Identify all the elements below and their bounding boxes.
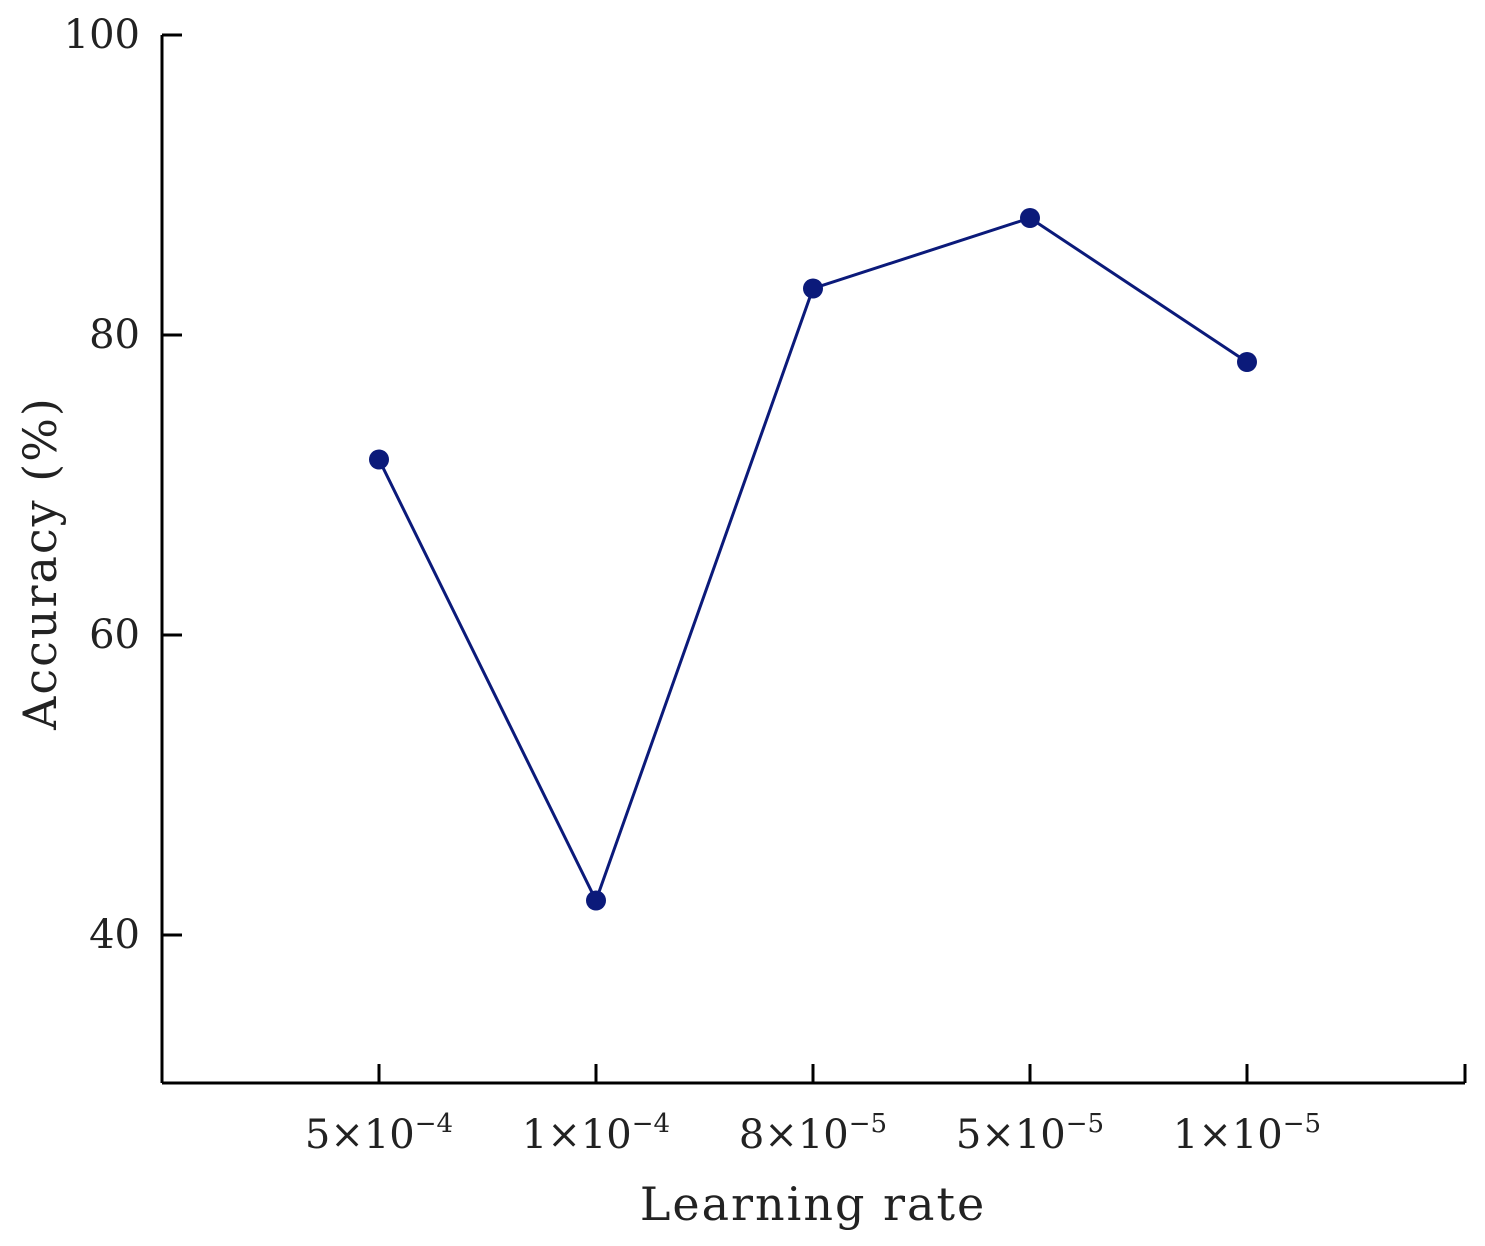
- x-tick-label: 5×10−5: [956, 1109, 1104, 1158]
- y-tick-label: 100: [64, 12, 140, 58]
- axes: [160, 35, 1467, 1085]
- y-ticks: 40 60 80 100: [64, 12, 182, 958]
- y-tick-label: 40: [89, 912, 140, 958]
- data-point: [803, 278, 823, 299]
- y-tick-label: 80: [89, 312, 140, 358]
- series-line: [377, 216, 1248, 905]
- y-tick-label: 60: [89, 612, 140, 658]
- x-tick-label: 1×10−4: [522, 1109, 670, 1158]
- x-tick-label: 5×10−4: [305, 1109, 453, 1158]
- data-point: [586, 890, 606, 911]
- data-point: [369, 449, 389, 470]
- x-tick-label: 8×10−5: [739, 1109, 887, 1158]
- x-ticks: 5×10−4 1×10−4 8×10−5 5×10−5 1×10−5: [305, 1064, 1321, 1158]
- x-axis-title: Learning rate: [640, 1177, 986, 1231]
- x-tick-label: 1×10−5: [1173, 1109, 1321, 1158]
- data-point: [1020, 208, 1040, 228]
- series-layer: [369, 208, 1257, 911]
- y-axis-title: Accuracy (%): [13, 396, 67, 731]
- data-point: [1237, 352, 1257, 372]
